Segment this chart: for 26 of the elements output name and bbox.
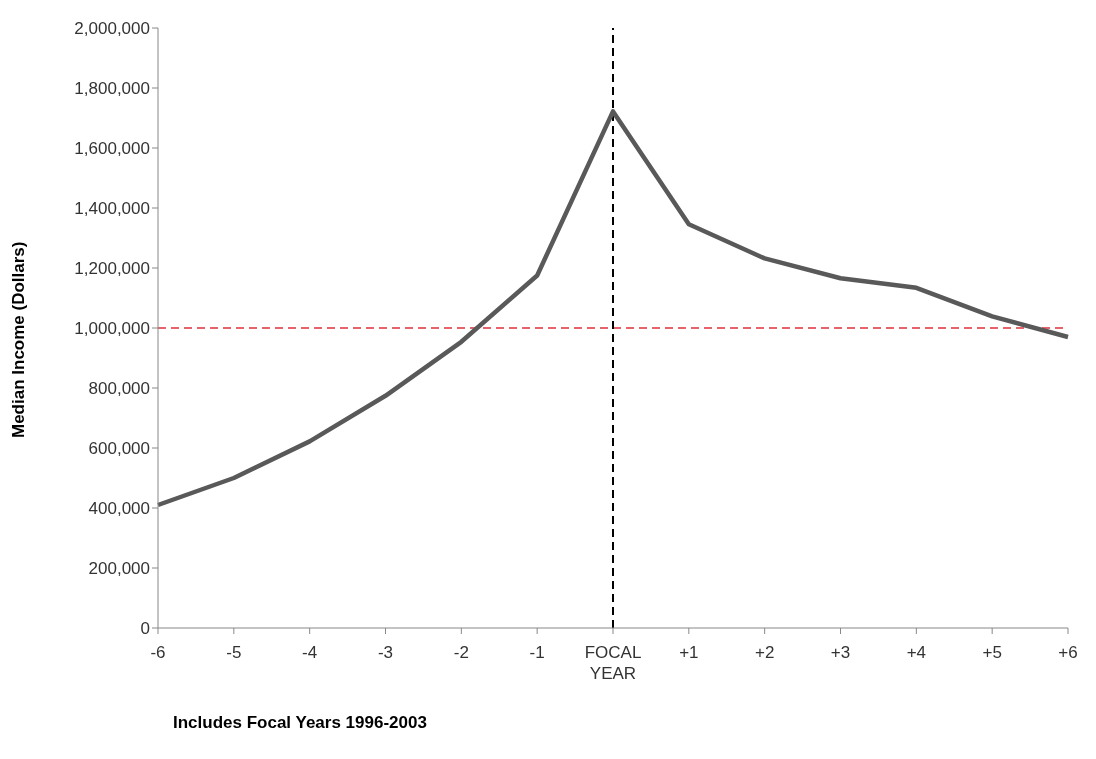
x-tick-label: FOCAL YEAR — [584, 642, 642, 683]
x-tick-label: -4 — [302, 642, 318, 662]
y-tick-label: 0 — [140, 619, 150, 639]
text: Includes Focal Years 1996-2003 — [173, 713, 427, 733]
x-tick-label: -6 — [150, 642, 166, 662]
x-tick-label: +3 — [830, 642, 851, 662]
x-tick-label: +2 — [754, 642, 775, 662]
x-tick-label: +4 — [906, 642, 927, 662]
x-tick-label: +1 — [679, 642, 699, 662]
y-tick-label: 200,000 — [88, 559, 150, 579]
x-tick-label: +6 — [1058, 642, 1078, 662]
y-tick-label: 1,000,000 — [74, 319, 150, 339]
x-tick-label: -2 — [453, 642, 469, 662]
y-tick-label: 600,000 — [88, 439, 150, 459]
y-tick-label: 1,400,000 — [74, 199, 150, 219]
x-tick-label: -1 — [529, 642, 545, 662]
y-tick-label: 2,000,000 — [74, 19, 150, 39]
y-tick-label: 800,000 — [88, 379, 150, 399]
y-tick-label: 1,800,000 — [74, 79, 150, 99]
x-tick-label: -3 — [377, 642, 394, 662]
y-tick-label: 1,600,000 — [74, 139, 150, 159]
y-axis-title: Median Income (Dollars) — [9, 241, 29, 438]
x-tick-label: +5 — [982, 642, 1002, 662]
y-tick-label: 400,000 — [88, 499, 150, 519]
y-tick-label: 1,200,000 — [74, 259, 150, 279]
x-tick-label: -5 — [226, 642, 242, 662]
